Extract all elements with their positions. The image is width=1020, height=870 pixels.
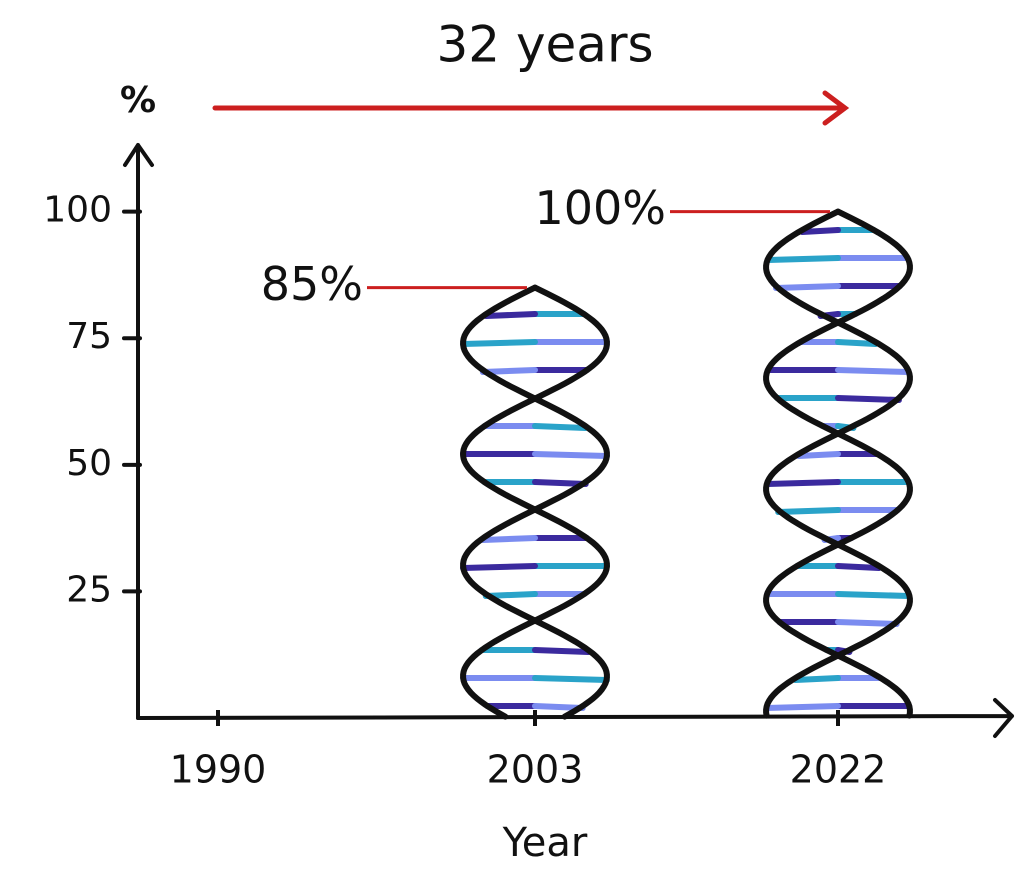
dna-bar — [766, 212, 910, 716]
dna-bar — [463, 288, 607, 717]
helix-rung — [838, 594, 909, 596]
helix-rung — [768, 258, 838, 260]
helix-rung — [767, 706, 838, 708]
y-axis — [125, 145, 152, 718]
x-tick-label: 2022 — [790, 748, 887, 792]
helix-rung — [778, 510, 838, 512]
helix-rung — [535, 650, 588, 652]
helix-rung — [838, 622, 897, 624]
y-tick-label: 75 — [66, 316, 112, 357]
x-tick-label: 2003 — [487, 748, 584, 792]
helix-rung — [776, 286, 838, 288]
helix-rung — [483, 538, 535, 540]
helix-rung — [535, 426, 585, 428]
helix-rung — [838, 566, 879, 568]
x-tick-label: 1990 — [170, 748, 267, 792]
helix-rung — [838, 370, 908, 372]
helix-rung — [463, 566, 535, 568]
y-axis-label: % — [120, 80, 156, 121]
helix-rung — [838, 342, 876, 344]
helix-rung — [535, 678, 607, 680]
y-tick-label: 25 — [66, 569, 112, 610]
helix-rung — [799, 454, 838, 456]
helix-rung — [838, 398, 899, 400]
helix-rung — [463, 342, 535, 344]
y-tick-label: 50 — [66, 443, 112, 484]
helix-rung — [767, 482, 838, 484]
x-axis-label: Year — [502, 820, 588, 866]
span-arrow — [215, 93, 845, 123]
helix-rung — [795, 678, 838, 680]
helix-rung — [486, 314, 535, 316]
value-label: 85% — [261, 257, 363, 311]
y-tick-label: 100 — [43, 190, 112, 231]
chart-title: 32 years — [436, 16, 653, 74]
helix-rung — [535, 454, 607, 456]
chart: 32 years % Year 25 50 75 100 1990 2003 85% 2022… — [0, 0, 1020, 870]
value-label: 100% — [534, 181, 666, 235]
